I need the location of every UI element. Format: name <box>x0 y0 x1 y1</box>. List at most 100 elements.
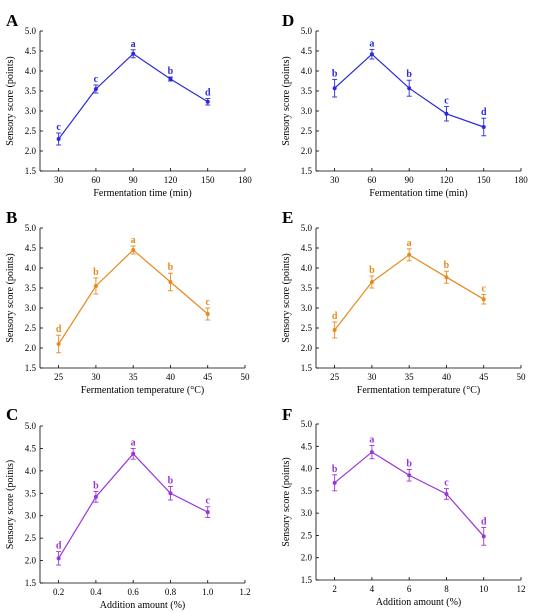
significance-letter: c <box>206 297 211 308</box>
y-tick-label: 4.5 <box>25 443 37 453</box>
y-tick-label: 5.0 <box>301 223 313 233</box>
x-tick-label: 0.4 <box>90 587 102 597</box>
y-axis-title: Sensory score (points) <box>5 460 16 549</box>
y-tick-label: 5.0 <box>25 421 37 431</box>
data-point <box>481 297 486 302</box>
panel-label: A <box>6 11 19 30</box>
y-tick-label: 3.0 <box>301 106 313 116</box>
x-tick-label: 50 <box>517 372 527 382</box>
x-tick-label: 30 <box>54 175 64 185</box>
panel-label: C <box>6 405 18 424</box>
x-tick-label: 150 <box>477 175 491 185</box>
y-tick-label: 4.0 <box>25 466 37 476</box>
data-point <box>407 86 412 91</box>
chart-panel-e: E 1.5 2.0 2.5 3.0 3.5 4.0 4.5 5.0 25 30 35 40 45 50 Fer… <box>281 208 526 396</box>
series-line <box>334 254 485 331</box>
data-point <box>93 87 98 91</box>
x-tick-label: 8 <box>444 584 449 594</box>
y-tick-label: 2.0 <box>25 146 37 156</box>
x-tick-label: 30 <box>91 372 101 382</box>
significance-letter: b <box>93 267 99 278</box>
data-point <box>56 342 61 346</box>
data-point <box>93 494 98 499</box>
x-tick-label: 30 <box>367 372 377 382</box>
significance-letter: b <box>93 480 99 491</box>
data-point <box>444 111 449 116</box>
significance-letter: b <box>406 458 412 469</box>
series-line <box>58 249 209 345</box>
significance-letter: a <box>369 434 374 445</box>
x-tick-label: 90 <box>129 175 139 185</box>
x-tick-label: 0.8 <box>165 587 177 597</box>
data-point <box>131 248 136 252</box>
x-axis-title: Fermentation time (min) <box>93 188 191 199</box>
data-point <box>56 556 61 561</box>
significance-letter: b <box>406 69 412 80</box>
significance-letter: c <box>482 283 487 294</box>
x-tick-label: 25 <box>330 372 340 382</box>
chart-panel-f: F 1.5 2.0 2.5 3.0 3.5 4.0 4.5 5.0 2 4 6 8 10 12 Additio… <box>281 405 526 608</box>
y-tick-label: 3.5 <box>25 488 37 498</box>
data-point <box>481 534 486 539</box>
y-axis-title: Sensory score (points) <box>5 253 16 342</box>
data-point <box>205 99 210 104</box>
x-tick-label: 45 <box>203 372 213 382</box>
y-tick-label: 2.0 <box>301 343 313 353</box>
x-tick-label: 0.2 <box>53 587 64 597</box>
y-tick-label: 3.0 <box>25 106 37 116</box>
y-tick-label: 2.5 <box>25 533 37 543</box>
y-tick-label: 3.5 <box>301 486 313 496</box>
y-tick-label: 4.0 <box>301 263 313 273</box>
y-axis-title: Sensory score (points) <box>281 457 292 546</box>
y-tick-label: 4.5 <box>301 441 313 451</box>
x-axis-title: Fermentation temperature (°C) <box>81 385 204 396</box>
data-point <box>369 450 374 455</box>
significance-letter: b <box>369 265 375 276</box>
y-axis-title: Sensory score (points) <box>281 253 292 342</box>
y-tick-label: 1.5 <box>301 363 313 373</box>
y-tick-label: 4.5 <box>301 46 313 56</box>
y-tick-label: 4.0 <box>301 464 313 474</box>
y-tick-label: 1.5 <box>301 166 313 176</box>
data-point <box>131 51 136 56</box>
y-tick-label: 3.5 <box>301 86 313 96</box>
data-point <box>407 473 412 478</box>
x-tick-label: 45 <box>479 372 489 382</box>
y-tick-label: 1.5 <box>25 166 37 176</box>
y-tick-label: 3.0 <box>301 303 313 313</box>
x-axis-title: Fermentation temperature (°C) <box>357 385 480 396</box>
significance-letter: c <box>206 496 211 507</box>
chart-panel-a: A 1.5 2.0 2.5 3.0 3.5 4.0 4.5 5.0 30 60 90 120 150 180… <box>5 11 252 199</box>
y-tick-label: 1.5 <box>25 363 37 373</box>
y-tick-label: 4.0 <box>25 263 37 273</box>
significance-letter: d <box>205 88 211 99</box>
significance-letter: b <box>332 68 338 79</box>
y-tick-label: 2.5 <box>301 530 313 540</box>
x-tick-label: 180 <box>514 175 528 185</box>
series-line <box>58 452 208 559</box>
x-tick-label: 0.6 <box>128 587 140 597</box>
x-axis-title: Addition amount (%) <box>100 600 186 611</box>
data-point <box>369 280 374 284</box>
data-point <box>93 284 98 288</box>
y-tick-label: 5.0 <box>301 419 313 429</box>
data-point <box>131 451 136 456</box>
y-axis-title: Sensory score (points) <box>281 56 292 145</box>
x-tick-label: 35 <box>405 372 415 382</box>
x-tick-label: 4 <box>370 584 375 594</box>
x-tick-label: 40 <box>166 372 176 382</box>
data-point <box>205 510 210 515</box>
y-tick-label: 2.0 <box>301 553 313 563</box>
significance-letter: c <box>444 96 449 107</box>
panel-label: B <box>6 208 17 227</box>
x-tick-label: 60 <box>367 175 377 185</box>
data-point <box>168 77 173 81</box>
data-point <box>168 280 173 284</box>
significance-letter: b <box>168 262 174 273</box>
significance-letter: c <box>94 74 99 85</box>
y-tick-label: 4.5 <box>25 243 37 253</box>
data-point <box>332 480 337 485</box>
x-tick-label: 120 <box>164 175 178 185</box>
x-tick-label: 1.2 <box>239 587 250 597</box>
